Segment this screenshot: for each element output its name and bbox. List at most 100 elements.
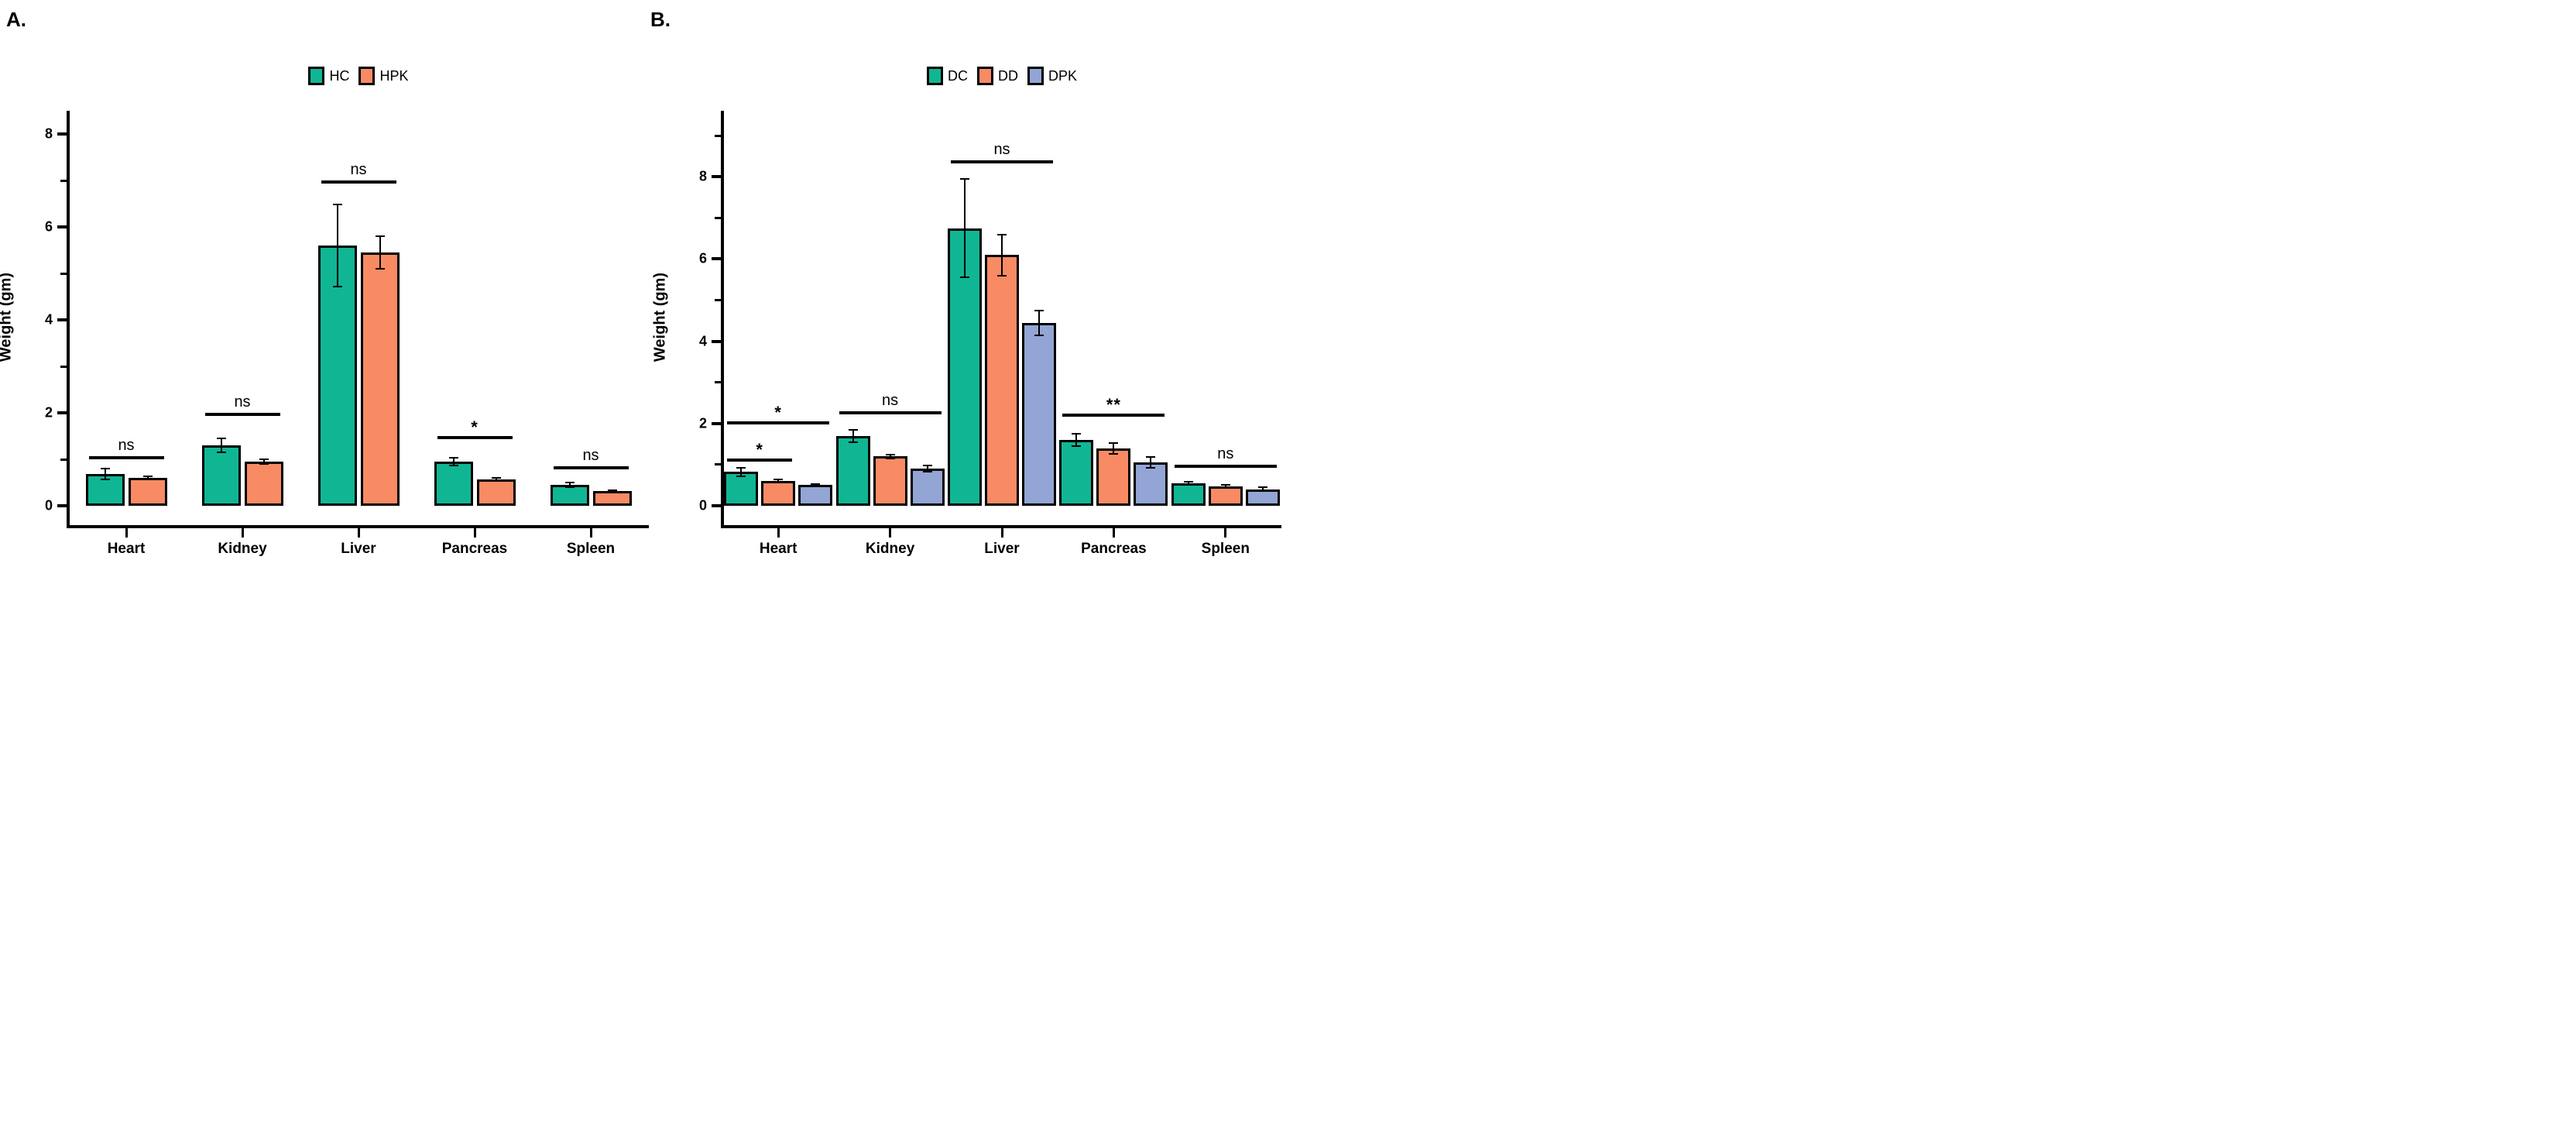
x-axis-category-tick [125, 528, 128, 538]
error-bar-top-cap [216, 438, 226, 439]
error-bar [964, 178, 966, 278]
bar-spleen-hpk [592, 490, 632, 506]
category-label-liver: Liver [341, 541, 376, 557]
significance-label: ns [993, 140, 1010, 158]
y-axis-major-tick [57, 132, 67, 136]
y-axis-minor-tick [715, 381, 721, 384]
bar-heart-hc [85, 474, 125, 506]
error-bar-bottom-cap [607, 491, 617, 493]
error-bar-top-cap [773, 479, 784, 481]
error-bar-bottom-cap [1183, 483, 1193, 486]
error-bar-top-cap [1257, 486, 1267, 489]
bar-heart-hpk [128, 478, 167, 506]
y-axis-major-tick [57, 411, 67, 414]
legend-label: HPK [379, 67, 409, 84]
panel-b-label: B. [650, 8, 671, 31]
legend-item-hpk: HPK [358, 67, 409, 85]
error-bar-top-cap [1072, 433, 1082, 435]
legend-item-dpk: DPK [1027, 67, 1077, 85]
x-axis-category-tick [473, 528, 476, 538]
error-bar [852, 429, 854, 442]
error-bar [611, 489, 613, 492]
y-axis-minor-tick [715, 299, 721, 301]
significance-label: * [471, 417, 478, 437]
error-bar [1001, 234, 1003, 276]
category-label-spleen: Spleen [566, 541, 616, 557]
legend-swatch-hc-icon [308, 67, 325, 85]
category-label-kidney: Kidney [865, 541, 915, 557]
error-bar [1075, 434, 1078, 446]
significance-line [437, 436, 513, 439]
error-bar-bottom-cap [1109, 452, 1119, 455]
error-bar-bottom-cap [1220, 486, 1230, 489]
significance-label: ns [1217, 445, 1234, 462]
x-axis-category-tick [1000, 528, 1003, 538]
error-bar-bottom-cap [960, 277, 969, 279]
significance-line [839, 410, 942, 414]
panel-b: B. DC DD DPK 0 2 4 6 8 Weight (gm) Heart * * Kidney n… [640, 0, 1288, 568]
error-bar-top-cap [736, 467, 746, 469]
bar-spleen-dc [1171, 483, 1206, 506]
y-axis-minor-tick [715, 463, 721, 466]
error-bar-bottom-cap [564, 486, 575, 488]
error-bar-bottom-cap [100, 479, 110, 481]
legend-label: DPK [1048, 67, 1077, 84]
error-bar [495, 478, 497, 481]
error-bar [815, 483, 817, 487]
category-label-kidney: Kidney [218, 541, 267, 557]
error-bar-bottom-cap [736, 475, 746, 477]
error-bar [1150, 457, 1152, 469]
y-axis-minor-tick [60, 272, 67, 275]
bar-heart-dpk [798, 485, 833, 506]
significance-label: ns [582, 447, 599, 464]
error-bar-bottom-cap [216, 452, 226, 453]
y-axis-major-tick [57, 225, 67, 228]
bar-kidney-dd [873, 456, 907, 506]
error-bar [1187, 481, 1189, 485]
category-label-heart: Heart [759, 541, 797, 557]
significance-line [1174, 464, 1277, 468]
error-bar [926, 465, 928, 472]
significance-label: ** [1106, 394, 1121, 414]
error-bar-top-cap [997, 233, 1007, 235]
error-bar-top-cap [848, 428, 858, 431]
bar-liver-hpk [360, 252, 400, 506]
error-bar-top-cap [1034, 309, 1044, 311]
x-axis-category-tick [889, 528, 892, 538]
error-bar-top-cap [922, 465, 932, 467]
legend-item-dc: DC [926, 67, 968, 85]
y-tick-label: 8 [698, 168, 707, 184]
y-axis-minor-tick [60, 458, 67, 461]
y-tick-label: 0 [698, 497, 707, 514]
significance-line [1062, 413, 1165, 417]
significance-label: * [774, 403, 782, 423]
category-label-pancreas: Pancreas [441, 541, 508, 557]
legend-label: DD [997, 67, 1018, 84]
organ-weight-figure: A. HC HPK 0 2 4 6 8 Weight (gm) Heart ns Kidney ns L… [0, 0, 1288, 568]
error-bar-bottom-cap [1072, 445, 1082, 447]
legend: HC HPK [68, 67, 649, 85]
significance-line [88, 455, 164, 459]
y-axis-major-tick [712, 175, 721, 179]
significance-label: ns [118, 436, 135, 454]
significance-label: ns [882, 391, 899, 409]
error-bar-bottom-cap [1034, 334, 1044, 336]
error-bar [104, 469, 106, 480]
error-bar-bottom-cap [848, 441, 858, 443]
error-bar [220, 438, 222, 452]
error-bar-top-cap [1146, 456, 1156, 459]
error-bar-bottom-cap [773, 482, 784, 484]
bar-kidney-dpk [910, 469, 945, 506]
y-axis-title: Weight (gm) [651, 272, 669, 362]
legend-swatch-dpk-icon [1027, 67, 1044, 85]
panel-a-label: A. [6, 8, 26, 31]
significance-line [951, 160, 1053, 163]
significance-line [204, 413, 280, 416]
y-tick-label: 4 [44, 311, 53, 328]
y-axis-minor-tick [60, 179, 67, 182]
error-bar-bottom-cap [922, 470, 932, 472]
bar-kidney-dc [835, 435, 870, 506]
category-label-heart: Heart [107, 541, 146, 557]
category-label-liver: Liver [984, 541, 1020, 557]
legend-swatch-dd-icon [976, 67, 993, 85]
